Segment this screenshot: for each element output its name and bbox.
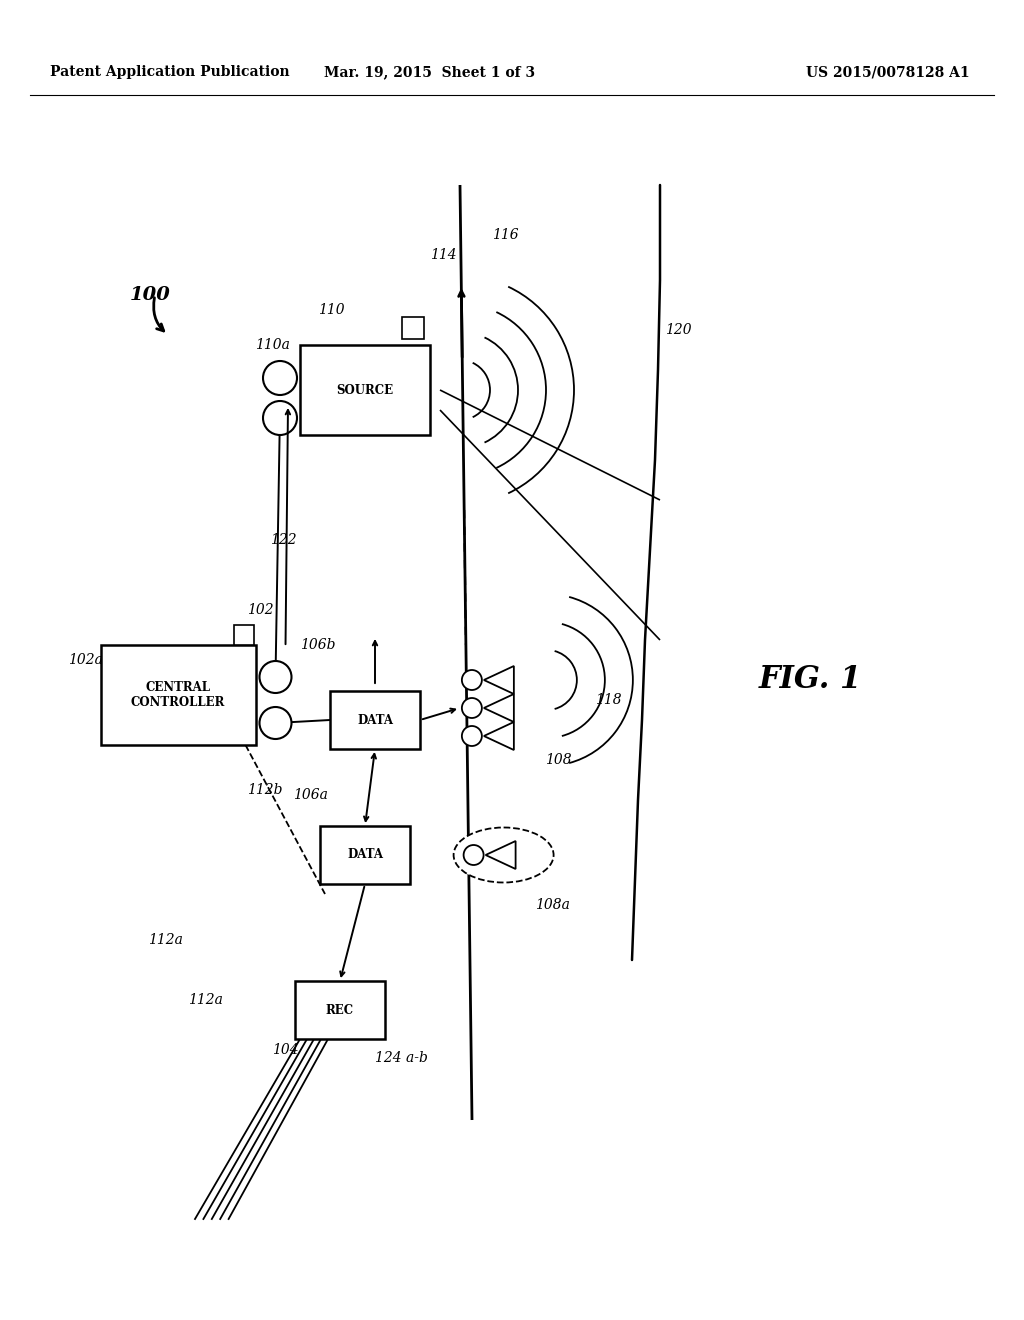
Bar — [402, 317, 424, 339]
Bar — [100, 645, 256, 744]
Text: 116: 116 — [492, 228, 518, 242]
Bar — [233, 624, 254, 645]
Text: 120: 120 — [665, 323, 691, 337]
Text: 114: 114 — [430, 248, 457, 261]
Text: Patent Application Publication: Patent Application Publication — [50, 65, 290, 79]
Bar — [300, 345, 430, 436]
Circle shape — [462, 726, 482, 746]
Polygon shape — [484, 694, 514, 722]
Bar — [295, 981, 385, 1039]
Text: REC: REC — [326, 1003, 354, 1016]
Text: DATA: DATA — [357, 714, 393, 726]
Text: US 2015/0078128 A1: US 2015/0078128 A1 — [806, 65, 970, 79]
Circle shape — [263, 360, 297, 395]
Text: 106b: 106b — [300, 638, 336, 652]
Circle shape — [464, 845, 483, 865]
Text: 112a: 112a — [188, 993, 223, 1007]
Text: 106a: 106a — [293, 788, 328, 803]
Bar — [319, 826, 410, 884]
Text: 102: 102 — [247, 603, 273, 616]
Text: 110: 110 — [318, 304, 345, 317]
Text: 112a: 112a — [148, 933, 183, 946]
Circle shape — [462, 698, 482, 718]
Text: 110a: 110a — [255, 338, 290, 352]
Text: 104: 104 — [272, 1043, 299, 1057]
Text: Mar. 19, 2015  Sheet 1 of 3: Mar. 19, 2015 Sheet 1 of 3 — [325, 65, 536, 79]
Text: 108a: 108a — [535, 898, 570, 912]
Polygon shape — [484, 722, 514, 750]
Text: 122: 122 — [270, 533, 297, 546]
Polygon shape — [485, 841, 516, 869]
Polygon shape — [484, 667, 514, 694]
Text: 118: 118 — [595, 693, 622, 708]
Circle shape — [263, 401, 297, 436]
Text: 124 a-b: 124 a-b — [375, 1051, 428, 1065]
Text: SOURCE: SOURCE — [337, 384, 393, 396]
Text: 108: 108 — [545, 752, 571, 767]
Text: DATA: DATA — [347, 849, 383, 862]
Text: CENTRAL
CONTROLLER: CENTRAL CONTROLLER — [131, 681, 225, 709]
Circle shape — [259, 708, 292, 739]
Text: 100: 100 — [130, 286, 171, 304]
Text: FIG. 1: FIG. 1 — [759, 664, 861, 696]
Text: 112b: 112b — [247, 783, 283, 797]
Text: 102a: 102a — [68, 653, 102, 667]
Circle shape — [259, 661, 292, 693]
Ellipse shape — [454, 828, 554, 883]
Circle shape — [462, 671, 482, 690]
Bar — [330, 690, 420, 748]
